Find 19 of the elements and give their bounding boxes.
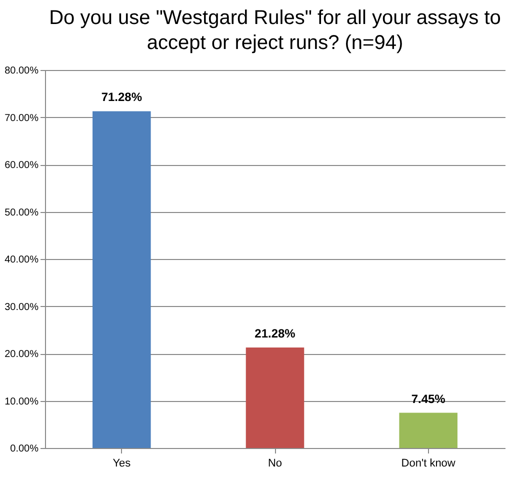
y-tick-label: 50.00%: [4, 207, 39, 218]
x-tick-label: No: [268, 458, 282, 470]
y-tick-label: 70.00%: [4, 112, 39, 124]
y-tick-label: 40.00%: [4, 254, 39, 266]
data-label: 7.45%: [411, 392, 446, 406]
bar: [92, 111, 151, 448]
bar: [246, 347, 304, 448]
y-tick-label: 30.00%: [4, 302, 39, 313]
bar: [399, 412, 458, 448]
data-label: 71.28%: [101, 90, 142, 104]
x-tick-label: Yes: [112, 458, 132, 470]
y-tick-label: 80.00%: [4, 66, 39, 76]
y-tick-label: 0.00%: [10, 444, 39, 454]
y-tick-label: 20.00%: [4, 349, 39, 360]
y-tick-label: 10.00%: [4, 396, 39, 408]
y-tick-label: 60.00%: [4, 160, 39, 171]
chart-title: Do you use "Westgard Rules" for all your assays to accept or reject runs? (n=94): [49, 7, 501, 54]
data-label: 21.28%: [254, 326, 296, 340]
x-tick-label: Don't know: [401, 458, 456, 470]
